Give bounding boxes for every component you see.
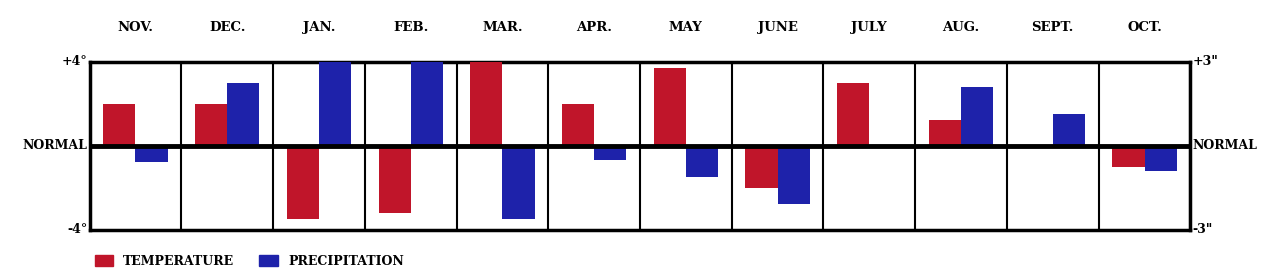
Bar: [195, 104, 228, 146]
Bar: [379, 146, 411, 213]
Text: NORMAL: NORMAL: [1192, 139, 1257, 152]
Bar: [1112, 146, 1144, 167]
Bar: [745, 146, 778, 188]
Bar: [104, 104, 136, 146]
Text: SEPT.: SEPT.: [1032, 21, 1074, 34]
Text: NOV.: NOV.: [118, 21, 154, 34]
Text: -3": -3": [1192, 223, 1212, 236]
Text: JUNE: JUNE: [758, 21, 797, 34]
Bar: [686, 146, 718, 177]
Text: AUG.: AUG.: [942, 21, 979, 34]
Text: MAR.: MAR.: [483, 21, 522, 34]
Text: DEC.: DEC.: [209, 21, 246, 34]
Text: NORMAL: NORMAL: [23, 139, 88, 152]
Text: JULY: JULY: [851, 21, 887, 34]
Bar: [411, 62, 443, 146]
Bar: [654, 68, 686, 146]
Bar: [1053, 114, 1085, 146]
Bar: [837, 83, 869, 146]
Bar: [319, 62, 351, 146]
Text: FEB.: FEB.: [393, 21, 429, 34]
Text: +3": +3": [1192, 55, 1219, 68]
Text: -4°: -4°: [68, 223, 88, 236]
Bar: [1144, 146, 1176, 171]
Bar: [470, 62, 503, 146]
Bar: [503, 146, 535, 219]
Bar: [287, 146, 319, 219]
Text: MAY: MAY: [669, 21, 703, 34]
Text: APR.: APR.: [576, 21, 612, 34]
Text: +4°: +4°: [61, 55, 88, 68]
Bar: [778, 146, 810, 204]
Text: JAN.: JAN.: [302, 21, 335, 34]
Text: OCT.: OCT.: [1128, 21, 1162, 34]
Bar: [594, 146, 626, 160]
Legend: TEMPERATURE, PRECIPITATION: TEMPERATURE, PRECIPITATION: [90, 250, 410, 273]
Bar: [228, 83, 260, 146]
Bar: [562, 104, 594, 146]
Bar: [929, 120, 961, 146]
Bar: [136, 146, 168, 162]
Bar: [961, 87, 993, 146]
